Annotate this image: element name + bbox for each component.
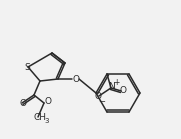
Text: −: − bbox=[98, 97, 106, 106]
Text: O: O bbox=[45, 97, 52, 106]
Text: CH: CH bbox=[33, 114, 47, 122]
Text: O: O bbox=[119, 86, 127, 95]
Text: N: N bbox=[108, 82, 114, 91]
Text: 3: 3 bbox=[45, 118, 49, 124]
Text: S: S bbox=[24, 63, 30, 71]
Text: +: + bbox=[113, 78, 119, 87]
Text: O: O bbox=[73, 75, 79, 84]
Text: O: O bbox=[94, 92, 102, 101]
Text: O: O bbox=[20, 100, 26, 109]
